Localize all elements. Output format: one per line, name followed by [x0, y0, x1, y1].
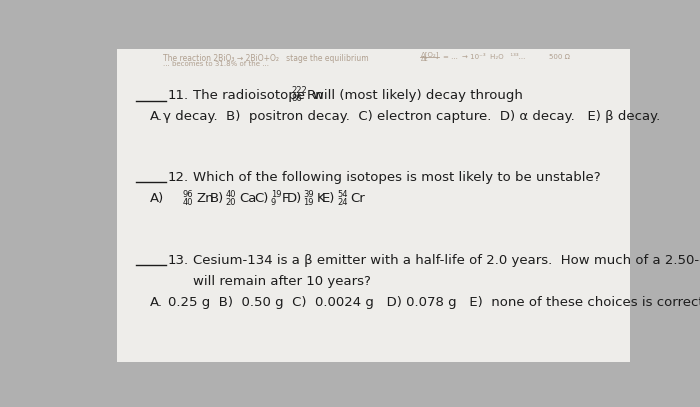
Text: Which of the following isotopes is most likely to be unstable?: Which of the following isotopes is most …	[193, 171, 601, 184]
Text: C): C)	[255, 192, 269, 205]
Text: 500 Ω: 500 Ω	[549, 54, 570, 60]
Text: 40: 40	[226, 190, 237, 199]
Text: 222: 222	[291, 86, 307, 95]
Text: 24: 24	[337, 198, 347, 207]
Text: A): A)	[150, 192, 164, 205]
Text: 19: 19	[303, 198, 314, 207]
Text: E): E)	[322, 192, 335, 205]
Text: 86: 86	[291, 94, 302, 103]
Text: Δ[O₂]: Δ[O₂]	[421, 52, 440, 59]
Text: 96: 96	[183, 190, 193, 199]
Text: will (most likely) decay through: will (most likely) decay through	[313, 89, 522, 102]
Text: Zn: Zn	[196, 192, 214, 205]
Text: γ decay.  B)  positron decay.  C) electron capture.  D) α decay.   E) β decay.: γ decay. B) positron decay. C) electron …	[163, 110, 661, 123]
Text: D): D)	[287, 192, 302, 205]
Text: = ...: = ...	[443, 54, 458, 60]
Text: 19: 19	[271, 190, 281, 199]
Text: Rn: Rn	[307, 89, 324, 102]
Text: 13.: 13.	[168, 254, 189, 267]
Text: F: F	[281, 192, 289, 205]
Text: 39: 39	[303, 190, 314, 199]
Text: 20: 20	[226, 198, 237, 207]
Text: Cr: Cr	[351, 192, 365, 205]
Text: 12.: 12.	[168, 171, 189, 184]
Text: 40: 40	[183, 198, 193, 207]
Text: A.: A.	[150, 296, 163, 309]
Text: → 10⁻³  H₂O   ¹³³...: → 10⁻³ H₂O ¹³³...	[462, 54, 525, 60]
Text: 9: 9	[271, 198, 276, 207]
Text: will remain after 10 years?: will remain after 10 years?	[193, 275, 371, 288]
Text: ... becomes to 31.8% of the ...: ... becomes to 31.8% of the ...	[163, 61, 270, 67]
Text: B): B)	[209, 192, 224, 205]
Text: K: K	[317, 192, 326, 205]
Text: 54: 54	[337, 190, 347, 199]
Text: Δt: Δt	[421, 57, 428, 63]
Text: Ca: Ca	[239, 192, 257, 205]
Text: 11.: 11.	[168, 89, 189, 102]
Text: 0.25 g  B)  0.50 g  C)  0.0024 g   D) 0.078 g   E)  none of these choices is cor: 0.25 g B) 0.50 g C) 0.0024 g D) 0.078 g …	[168, 296, 700, 309]
Text: The radioisotope: The radioisotope	[193, 89, 305, 102]
Text: Cesium-134 is a β emitter with a half-life of 2.0 years.  How much of a 2.50-g s: Cesium-134 is a β emitter with a half-li…	[193, 254, 700, 267]
Text: The reaction 2BiO₃ → 2BiO+O₂   stage the equilibrium: The reaction 2BiO₃ → 2BiO+O₂ stage the e…	[163, 55, 369, 63]
Text: A.: A.	[150, 110, 163, 123]
